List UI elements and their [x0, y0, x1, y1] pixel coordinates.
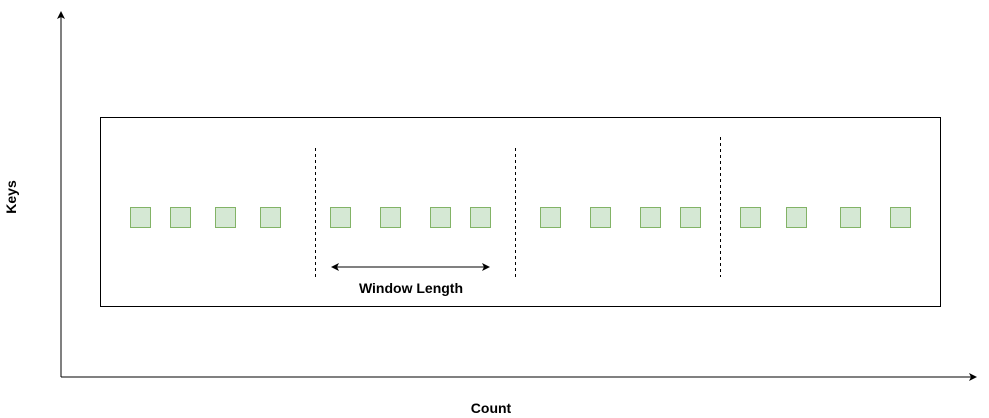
event-box	[215, 207, 236, 228]
event-box	[890, 207, 911, 228]
event-box	[786, 207, 807, 228]
event-box	[430, 207, 451, 228]
event-box	[170, 207, 191, 228]
event-box	[540, 207, 561, 228]
event-box	[380, 207, 401, 228]
stream-frame	[100, 117, 941, 307]
event-box	[590, 207, 611, 228]
window-length-label: Window Length	[359, 280, 463, 296]
event-box	[260, 207, 281, 228]
event-box	[640, 207, 661, 228]
y-axis-label: Keys	[3, 180, 19, 214]
x-axis-label: Count	[471, 400, 512, 416]
event-box	[680, 207, 701, 228]
event-box	[840, 207, 861, 228]
event-box	[330, 207, 351, 228]
event-stream	[130, 207, 911, 228]
event-box	[470, 207, 491, 228]
event-box	[740, 207, 761, 228]
event-box	[130, 207, 151, 228]
